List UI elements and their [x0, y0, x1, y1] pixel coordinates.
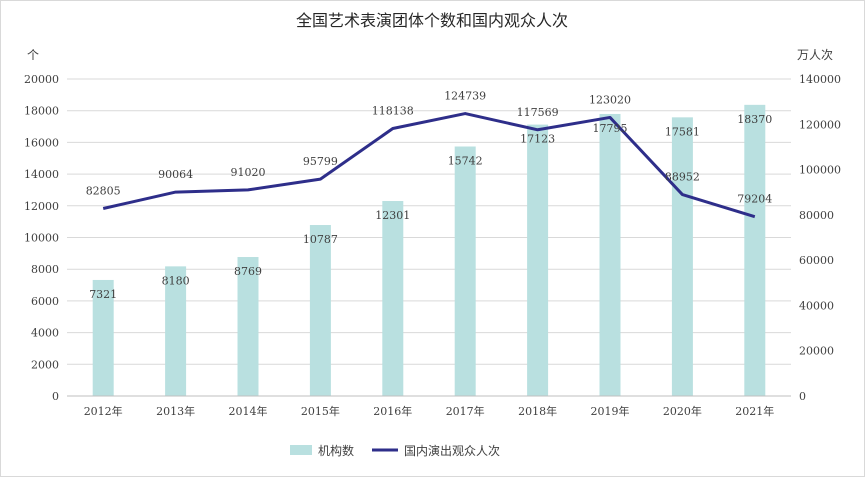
legend-label-line: 国内演出观众人次: [404, 443, 500, 458]
bar: [92, 279, 114, 396]
x-tick-label: 2017年: [446, 404, 485, 418]
line-value-label: 124739: [444, 90, 486, 103]
legend-label-bar: 机构数: [318, 443, 354, 458]
left-tick-label: 10000: [24, 232, 59, 245]
right-tick-label: 80000: [799, 209, 834, 222]
bar-value-label: 17123: [520, 133, 555, 146]
line-series: [102, 112, 756, 219]
left-tick-label: 18000: [24, 105, 59, 118]
left-tick-label: 0: [52, 390, 59, 403]
bar: [382, 201, 404, 396]
bar: [454, 146, 476, 396]
x-tick-label: 2018年: [518, 404, 557, 418]
legend: 机构数 国内演出观众人次: [290, 443, 500, 458]
line-value-label: 95799: [303, 155, 338, 168]
x-tick-label: 2019年: [591, 404, 630, 418]
line-value-label: 117569: [517, 106, 559, 119]
left-tick-label: 2000: [31, 358, 59, 371]
right-axis-unit: 万人次: [797, 48, 833, 62]
left-axis-unit: 个: [27, 48, 39, 62]
left-tick-label: 20000: [24, 73, 59, 86]
legend-swatch-bar: [290, 445, 312, 455]
bar: [744, 104, 766, 396]
right-tick-label: 60000: [799, 254, 834, 267]
right-tick-label: 0: [799, 390, 806, 403]
bar-value-label: 15742: [448, 154, 483, 167]
data-labels: 7321 8180 8769 10787 12301 15742 17123 17795 175…: [86, 90, 773, 301]
bar: [599, 113, 621, 396]
x-tick-label: 2015年: [301, 404, 340, 418]
bar-value-label: 10787: [303, 233, 338, 246]
series-line: [102, 112, 756, 219]
bar-value-label: 17795: [593, 122, 628, 135]
bar: [671, 117, 693, 396]
line-value-label: 88952: [665, 171, 700, 184]
right-y-axis: 0 20000 40000 60000 80000 100000 120000 140000: [799, 73, 841, 403]
x-tick-label: 2021年: [735, 404, 774, 418]
x-tick-label: 2020年: [663, 404, 702, 418]
line-value-label: 118138: [372, 105, 414, 118]
left-tick-label: 16000: [24, 136, 59, 149]
left-tick-label: 6000: [31, 295, 59, 308]
bar-value-label: 17581: [665, 125, 700, 138]
left-y-axis: 0 2000 4000 6000 8000 10000 12000 14000 16000 180…: [24, 73, 59, 403]
bar: [527, 124, 549, 396]
left-tick-label: 14000: [24, 168, 59, 181]
bar-value-label: 8769: [234, 265, 262, 278]
left-tick-label: 8000: [31, 263, 59, 276]
line-value-label: 90064: [158, 168, 193, 181]
right-tick-label: 20000: [799, 345, 834, 358]
bar: [165, 266, 187, 396]
x-axis: 2012年 2013年 2014年 2015年 2016年 2017年 2018年 2019年…: [67, 395, 791, 418]
right-tick-label: 40000: [799, 299, 834, 312]
x-tick-label: 2014年: [229, 404, 268, 418]
bar-value-label: 18370: [737, 113, 772, 126]
line-value-label: 79204: [737, 193, 772, 206]
bar-value-label: 8180: [162, 274, 190, 287]
bar: [309, 225, 331, 396]
bar-series: [92, 104, 766, 396]
x-tick-label: 2016年: [373, 404, 412, 418]
x-tick-label: 2013年: [156, 404, 195, 418]
bar-value-label: 7321: [89, 288, 117, 301]
right-tick-label: 100000: [799, 164, 841, 177]
bar-value-label: 12301: [375, 209, 410, 222]
bar: [237, 257, 259, 396]
right-tick-label: 140000: [799, 73, 841, 86]
x-tick-label: 2012年: [84, 404, 123, 418]
chart-title: 全国艺术表演团体个数和国内观众人次: [296, 11, 568, 30]
line-value-label: 91020: [231, 166, 266, 179]
left-tick-label: 4000: [31, 327, 59, 340]
grid-lines: [67, 78, 791, 365]
line-value-label: 82805: [86, 185, 121, 198]
left-tick-label: 12000: [24, 200, 59, 213]
right-tick-label: 120000: [799, 118, 841, 131]
line-value-label: 123020: [589, 93, 631, 106]
